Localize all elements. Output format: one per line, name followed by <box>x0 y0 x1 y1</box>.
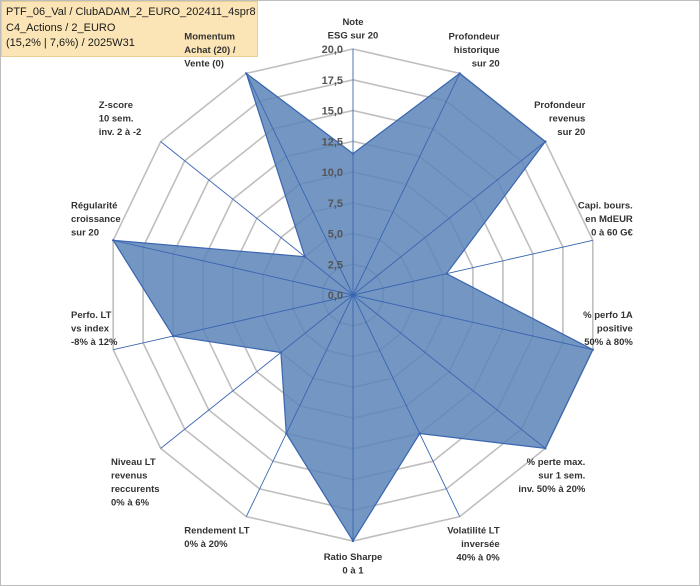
axis-label-8: Ratio Sharpe 0 à 1 <box>324 552 383 577</box>
axis-label-5: % perfo 1A positive 50% à 80% <box>583 310 633 348</box>
axis-label-line: en MdEUR <box>585 214 633 225</box>
axis-spoke-12 <box>113 239 354 296</box>
axis-label-line: 40% à 0% <box>456 552 500 563</box>
axis-spoke-3 <box>352 141 546 296</box>
data-point-6 <box>544 447 547 450</box>
axis-label-line: croissance <box>71 214 121 225</box>
axis-label-6: % perte max. sur 1 sem. inv. 50% à 20% <box>518 457 585 495</box>
axis-label-line: 0% à 6% <box>111 498 150 509</box>
axis-label-line: 10 sem. <box>99 113 134 124</box>
axis-label-line: Profondeur <box>534 100 585 111</box>
axis-label-7: Volatilité LT inversée 40% à 0% <box>447 525 500 563</box>
axis-label-line: historique <box>454 45 500 56</box>
data-point-3 <box>544 140 547 143</box>
axis-label-2: Profondeur historique sur 20 <box>448 32 499 70</box>
tick-label: 20,0 <box>322 44 343 56</box>
axis-label-4: Capi. bours. en MdEUR 0 à 60 G€ <box>578 201 634 239</box>
axis-label-line: Capi. bours. <box>578 201 633 212</box>
axis-label-line: Niveau LT <box>111 457 156 468</box>
axis-label-line: Vente (0) <box>184 59 224 70</box>
axis-label-line: Volatilité LT <box>447 525 500 536</box>
axis-label-line: inversée <box>461 539 500 550</box>
data-point-11 <box>171 334 175 338</box>
axis-label-13: Z-score 10 sem. inv. 2 à -2 <box>99 100 142 138</box>
axis-label-line: Momentum <box>184 32 235 43</box>
tick-label: 17,5 <box>322 75 343 87</box>
axis-label-line: Régularité <box>71 201 117 212</box>
axis-label-line: Perfo. LT <box>71 310 112 321</box>
axis-label-line: ESG sur 20 <box>328 30 379 41</box>
axis-label-line: positive <box>597 324 633 335</box>
axis-label-3: Profondeur revenus sur 20 <box>534 100 585 138</box>
axis-label-line: sur 20 <box>472 59 500 70</box>
data-point-10 <box>279 351 283 354</box>
tick-label: 15,0 <box>322 106 343 118</box>
axis-label-line: -8% à 12% <box>71 337 118 348</box>
axis-label-line: sur 20 <box>71 228 99 239</box>
axis-label-line: Rendement LT <box>184 525 249 536</box>
axis-label-12: Régularité croissance sur 20 <box>71 201 121 239</box>
title-line-2: C4_Actions / 2_EURO <box>6 21 116 34</box>
axis-label-line: 50% à 80% <box>584 337 633 348</box>
tick-label: 2,5 <box>328 259 343 271</box>
axis-label-line: 0% à 20% <box>184 539 228 550</box>
data-point-5 <box>591 348 594 351</box>
axis-label-11: Perfo. LT vs index -8% à 12% <box>71 310 118 348</box>
axis-spoke-14 <box>245 73 354 296</box>
axis-label-line: sur 1 sem. <box>538 471 585 482</box>
axis-label-line: reccurents <box>111 484 160 495</box>
data-point-14 <box>245 72 248 75</box>
axis-label-line: Profondeur <box>448 32 499 43</box>
axis-spoke-7 <box>352 294 461 517</box>
axis-spoke-11 <box>113 294 354 351</box>
axis-label-line: 0 à 1 <box>342 565 364 576</box>
axis-spoke-6 <box>352 294 546 449</box>
chart-title-box: PTF_06_Val / ClubADAM_2_EURO_202411_4spr… <box>1 1 258 57</box>
tick-label: 10,0 <box>322 167 343 179</box>
axis-label-9: Rendement LT 0% à 20% <box>184 525 249 550</box>
axis-label-line: 0 à 60 G€ <box>591 228 633 239</box>
data-point-8 <box>351 539 355 543</box>
axis-label-line: Note <box>342 17 363 28</box>
axis-label-10: Niveau LT revenus reccurents 0% à 6% <box>111 457 160 509</box>
axis-spoke-2 <box>352 73 461 296</box>
axis-label-1: Note ESG sur 20 <box>328 17 379 42</box>
tick-label: 12,5 <box>322 136 343 148</box>
axis-label-14: Momentum Achat (20) / Vente (0) <box>184 32 236 70</box>
title-line-3: (15,2% | 7,6%) / 2025W31 <box>6 37 135 49</box>
axis-label-line: vs index <box>71 324 110 335</box>
data-point-4 <box>445 272 448 275</box>
data-point-13 <box>303 255 307 258</box>
tick-label: 7,5 <box>328 198 343 210</box>
data-point-2 <box>458 72 461 75</box>
data-point-9 <box>285 432 288 435</box>
axis-label-line: % perfo 1A <box>583 310 633 321</box>
tick-label: 0,0 <box>328 290 343 302</box>
data-point-7 <box>418 432 421 435</box>
axis-label-line: inv. 2 à -2 <box>99 127 142 138</box>
axis-label-line: revenus <box>549 113 585 124</box>
axis-spoke-10 <box>160 294 354 449</box>
axis-label-line: Z-score <box>99 100 133 111</box>
axis-spoke-5 <box>352 294 593 351</box>
data-point-1 <box>351 152 355 155</box>
data-point-12 <box>112 239 115 242</box>
axis-label-line: % perte max. <box>527 457 586 468</box>
title-line-1: PTF_06_Val / ClubADAM_2_EURO_202411_4spr… <box>6 6 256 18</box>
axis-label-line: revenus <box>111 471 147 482</box>
axis-label-line: Achat (20) / <box>184 45 236 56</box>
axis-spoke-4 <box>352 239 593 296</box>
axis-label-line: Ratio Sharpe <box>324 552 383 563</box>
axis-label-line: sur 20 <box>557 127 585 138</box>
axis-label-line: inv. 50% à 20% <box>518 484 585 495</box>
axis-spoke-13 <box>160 141 354 296</box>
axis-spoke-9 <box>245 294 354 517</box>
tick-label: 5,0 <box>328 229 343 241</box>
